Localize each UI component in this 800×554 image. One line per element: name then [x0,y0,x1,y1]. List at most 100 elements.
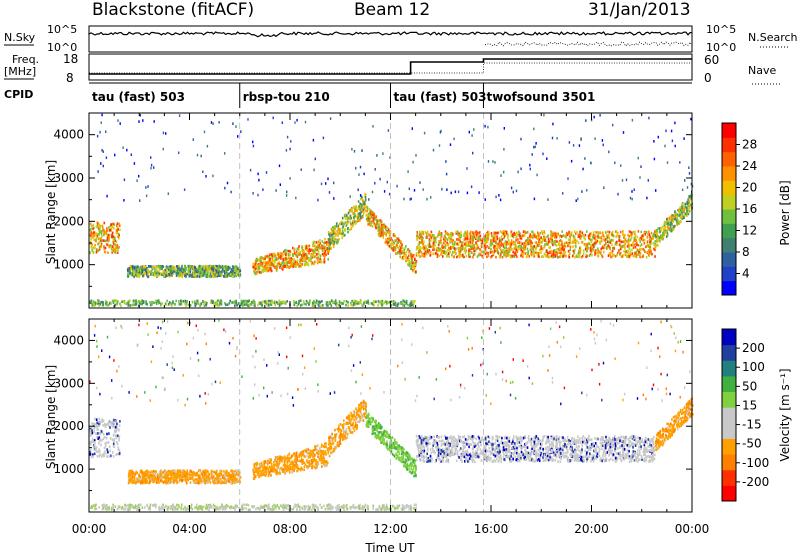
echo-pixel [472,253,475,257]
echo-pixel [270,256,273,260]
echo-pixel [101,453,104,457]
echo-pixel [379,177,381,181]
echo-pixel [491,250,494,253]
echo-pixel [266,266,268,269]
echo-pixel [626,240,628,243]
echo-pixel [103,239,106,242]
echo-pixel [318,300,320,304]
echo-pixel [295,264,297,268]
echo-pixel [299,264,301,268]
echo-pixel [188,267,191,270]
echo-pixel [422,231,424,234]
echo-pixel [178,151,180,155]
colorbar-swatch [722,194,736,210]
echo-pixel [449,247,452,250]
echo-pixel [524,245,527,249]
echo-pixel [630,243,633,247]
echo-pixel [334,231,336,235]
echo-pixel [342,225,344,229]
echo-pixel [123,199,125,202]
echo-pixel [472,240,474,243]
nsky-right-tick-bottom: 10^0 [706,41,736,54]
echo-pixel [556,137,558,140]
echo-pixel [518,245,520,248]
echo-pixel [521,250,524,253]
echo-pixel [140,301,142,304]
echo-pixel [653,157,656,161]
echo-pixel [468,252,470,256]
echo-pixel [90,237,92,241]
echo-pixel [614,255,617,258]
echo-pixel [378,231,380,235]
echo-pixel [568,256,571,259]
echo-pixel [283,258,286,262]
echo-pixel [360,216,362,219]
echo-pixel [284,253,287,256]
echo-pixel [93,234,95,238]
echo-pixel [493,231,496,234]
echo-pixel [99,453,101,457]
echo-pixel [448,247,451,250]
echo-pixel [238,274,240,277]
echo-pixel [523,241,525,245]
echo-pixel [110,227,113,231]
echo-pixel [292,254,294,257]
echo-pixel [611,249,614,253]
echo-pixel [315,245,318,249]
echo-pixel [403,252,406,256]
echo-pixel [89,441,92,444]
echo-pixel [151,272,154,276]
echo-pixel [136,179,138,182]
echo-pixel [425,247,427,250]
echo-pixel [360,210,362,214]
echo-pixel [341,302,344,305]
echo-pixel [599,242,601,245]
echo-pixel [596,231,599,235]
echo-pixel [466,244,468,247]
echo-pixel [520,245,522,248]
echo-pixel [385,228,387,231]
echo-pixel [679,216,682,219]
echo-pixel [194,300,196,303]
echo-pixel [147,275,149,279]
echo-pixel [508,250,511,253]
echo-pixel [633,231,636,235]
echo-pixel [408,187,410,191]
echo-pixel [168,301,171,304]
echo-pixel [486,255,488,259]
echo-pixel [137,304,140,307]
echo-pixel [517,241,519,244]
echo-pixel [469,234,472,238]
echo-pixel [309,299,311,302]
echo-pixel [623,245,626,248]
echo-pixel [102,164,104,168]
echo-pixel [223,270,226,273]
echo-pixel [114,303,116,307]
echo-pixel [218,264,221,268]
echo-pixel [590,238,592,242]
echo-pixel [383,301,386,305]
echo-pixel [496,235,498,238]
echo-pixel [507,242,510,246]
echo-pixel [439,130,442,134]
echo-pixel [264,266,266,270]
echo-pixel [422,247,425,251]
echo-pixel [639,236,642,240]
echo-pixel [684,214,686,217]
echo-pixel [688,200,691,203]
echo-pixel [540,255,543,258]
echo-pixel [509,243,511,246]
echo-pixel [142,267,145,271]
echo-pixel [561,230,563,233]
echo-pixel [147,272,149,276]
echo-pixel [133,162,136,165]
echo-pixel [372,301,375,305]
echo-pixel [140,266,142,269]
echo-pixel [654,248,656,252]
echo-pixel [359,214,362,217]
echo-pixel [354,207,356,210]
echo-pixel [109,301,111,305]
echo-pixel [472,231,474,235]
echo-pixel [603,246,605,250]
echo-pixel [519,232,521,236]
